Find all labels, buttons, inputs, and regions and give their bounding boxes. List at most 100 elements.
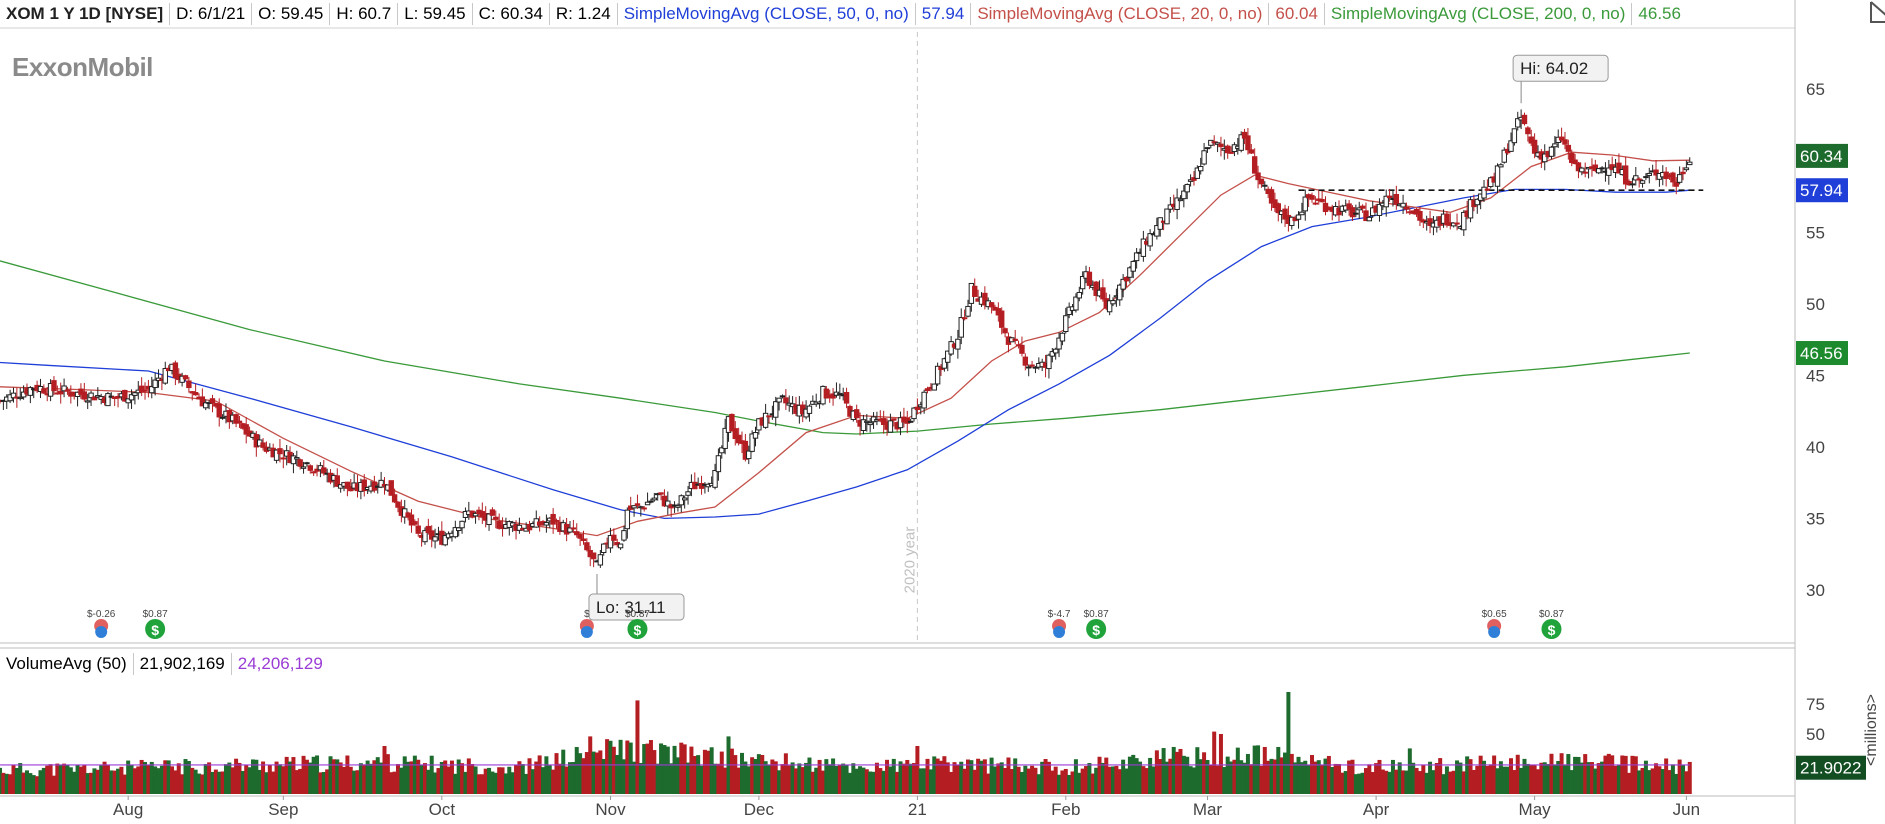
candle	[260, 438, 266, 451]
candle	[1353, 204, 1359, 218]
candle	[1184, 183, 1190, 200]
volume-bar	[820, 770, 825, 794]
candle	[1133, 248, 1140, 269]
lo-label: Lo: 31.11	[596, 598, 666, 617]
volume-bar	[1097, 756, 1102, 794]
candle	[1117, 283, 1123, 306]
candle	[243, 417, 249, 444]
volume-bar	[89, 772, 94, 794]
volume-bar	[109, 770, 114, 794]
volume-bar	[1488, 764, 1493, 794]
volume-bar	[578, 753, 583, 794]
volume-bar	[1168, 758, 1173, 794]
volume-bar	[369, 763, 374, 794]
volume-bar	[544, 756, 549, 794]
volume-bar	[392, 771, 397, 794]
volume-bar	[304, 759, 309, 794]
volume-bar	[1127, 756, 1132, 794]
volume-bar	[331, 759, 336, 794]
candle	[84, 393, 91, 410]
volume-bar	[1579, 762, 1584, 794]
volume-bar	[1107, 766, 1112, 794]
volume-bar	[945, 762, 950, 794]
volume-bar	[163, 760, 168, 794]
volume-bar	[1525, 763, 1530, 794]
volume-bar	[1424, 772, 1429, 794]
candle	[1484, 179, 1491, 192]
volume-bar	[686, 762, 691, 794]
volume-bar	[689, 746, 694, 794]
volume-avg-label[interactable]: VolumeAvg (50)	[0, 653, 134, 675]
candle	[1494, 163, 1501, 194]
sma20-label[interactable]: SimpleMovingAvg (CLOSE, 20, 0, no)	[971, 3, 1270, 25]
candle	[722, 418, 728, 455]
candle	[1481, 180, 1487, 202]
volume-bar	[153, 766, 158, 794]
candle	[1191, 171, 1197, 186]
volume-bar	[1633, 756, 1638, 794]
volume-bar	[1552, 764, 1557, 794]
volume-bar	[1613, 765, 1618, 794]
volume-bar	[1003, 768, 1008, 794]
price-tick-label: 30	[1806, 581, 1825, 600]
time-tick-label: 21	[908, 800, 927, 819]
volume-bar	[1320, 765, 1325, 794]
volume-bar	[1387, 771, 1392, 794]
candle	[1164, 208, 1170, 225]
volume-bar	[847, 772, 852, 794]
volume-bar	[753, 759, 758, 794]
candle	[853, 404, 860, 423]
volume-avg-value: 24,206,129	[237, 654, 323, 673]
symbol-label[interactable]: XOM 1 Y 1D [NYSE]	[0, 3, 171, 25]
candle	[1521, 112, 1528, 126]
candle	[125, 398, 131, 409]
candle	[1228, 146, 1234, 154]
volume-bar	[1084, 766, 1089, 794]
candle	[651, 492, 658, 502]
candle	[486, 513, 492, 531]
volume-bar	[520, 764, 525, 794]
volume-bar	[1249, 764, 1254, 794]
volume-bar	[1215, 765, 1220, 794]
volume-bar	[480, 774, 485, 794]
candle	[300, 461, 307, 474]
volume-bar	[679, 742, 684, 794]
sma50-label[interactable]: SimpleMovingAvg (CLOSE, 50, 0, no)	[618, 3, 916, 25]
candle	[1241, 128, 1248, 145]
volume-bar	[156, 768, 161, 794]
volume-bar	[1596, 763, 1601, 794]
candle	[1599, 166, 1605, 174]
price-badge-label: 46.56	[1800, 344, 1843, 363]
volume-bar	[1512, 770, 1517, 794]
candle	[452, 520, 459, 539]
volume-bar	[487, 767, 492, 794]
volume-bar	[217, 771, 222, 794]
volume-bar	[827, 764, 832, 794]
volume-bar	[1266, 760, 1271, 794]
volume-bar	[227, 762, 232, 794]
sma200-label[interactable]: SimpleMovingAvg (CLOSE, 200, 0, no)	[1325, 3, 1633, 25]
candle	[1582, 162, 1588, 178]
volume-bar	[78, 766, 83, 794]
volume-bar	[1272, 759, 1277, 794]
volume-bar	[173, 770, 178, 794]
volume-bar	[68, 767, 73, 794]
candle	[1181, 185, 1187, 208]
chart-settings-icon[interactable]	[1791, 0, 1885, 40]
candle	[1531, 133, 1538, 159]
price-badge-label: 57.94	[1800, 181, 1843, 200]
volume-bar	[352, 770, 357, 794]
candle	[429, 525, 435, 548]
volume-bar	[841, 763, 846, 794]
volume-bar	[126, 760, 131, 794]
volume-bar	[1627, 772, 1632, 794]
volume-bar	[878, 768, 883, 794]
candle	[412, 519, 418, 527]
candle	[17, 387, 23, 401]
volume-bar	[1289, 753, 1294, 794]
candle	[395, 501, 401, 513]
volume-bar	[1154, 750, 1159, 794]
volume-bar	[298, 768, 303, 794]
volume-bar	[807, 757, 812, 794]
volume-bar	[645, 743, 650, 794]
